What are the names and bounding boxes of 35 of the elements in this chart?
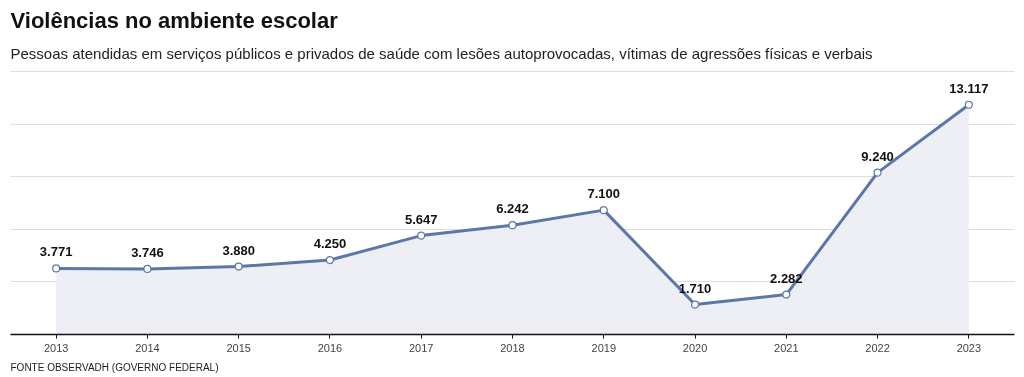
data-label: 9.240: [861, 148, 894, 164]
data-label: 5.647: [404, 211, 438, 227]
data-label: 3.771: [39, 244, 73, 260]
x-tick-label: 2014: [135, 341, 160, 354]
source-note: FONTE OBSERVADH (GOVERNO FEDERAL): [10, 361, 219, 373]
x-tick-label: 2015: [226, 341, 251, 354]
x-tick-label: 2022: [865, 341, 890, 354]
x-tick-label: 2018: [500, 341, 525, 354]
point: [782, 290, 791, 299]
data-label: 13.117: [949, 80, 989, 96]
data-label: 6.242: [496, 201, 529, 217]
x-tick-label: 2017: [408, 341, 434, 354]
point: [599, 206, 608, 215]
data-label: 1.710: [678, 280, 712, 296]
point: [964, 100, 973, 109]
chart-title: Violências no ambiente escolar: [10, 7, 339, 33]
x-tick-label: 2023: [956, 341, 982, 354]
chart-subtitle: Pessoas atendidas em serviços públicos e privados de saúde com lesões autoprovocadas, vítimas de agressões físicas e verbais: [10, 44, 873, 62]
x-tick-label: 2013: [43, 341, 69, 354]
point: [508, 221, 517, 230]
data-label: 3.746: [131, 244, 164, 260]
point: [873, 168, 882, 177]
x-tick-label: 2019: [591, 341, 617, 354]
point: [325, 255, 335, 265]
x-tick-label: 2020: [682, 341, 708, 354]
point: [417, 231, 426, 240]
x-tick-label: 2016: [317, 341, 343, 354]
data-label: 4.250: [313, 236, 347, 252]
data-label: 3.880: [222, 242, 255, 258]
data-label: 7.100: [587, 186, 621, 202]
x-tick-label: 2021: [774, 341, 799, 354]
point: [690, 300, 700, 309]
point: [52, 264, 61, 273]
point: [143, 264, 152, 273]
point: [234, 262, 243, 271]
